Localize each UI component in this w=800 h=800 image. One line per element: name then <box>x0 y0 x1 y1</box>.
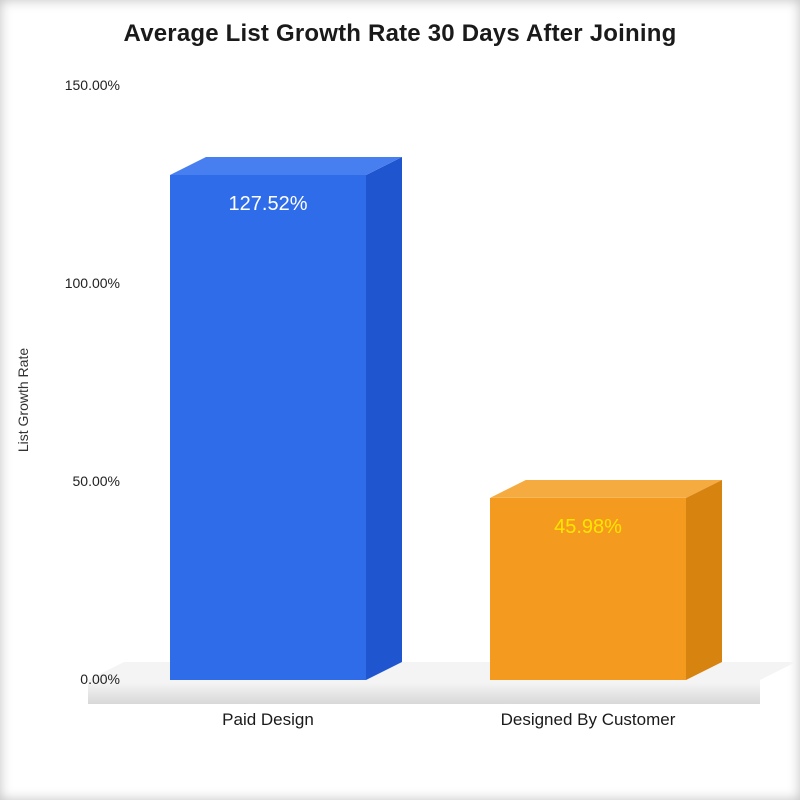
y-tick-label: 0.00% <box>40 671 120 687</box>
y-axis-label-wrap: List Growth Rate <box>8 0 38 800</box>
y-tick-label: 50.00% <box>40 473 120 489</box>
bar-front-face <box>170 175 366 680</box>
x-tick-label: Paid Design <box>140 710 396 730</box>
bar-side-face <box>686 480 722 680</box>
bar: 45.98% <box>490 0 722 800</box>
y-axis-label: List Growth Rate <box>15 348 31 452</box>
bar-value-label: 45.98% <box>490 516 686 539</box>
chart-frame: Average List Growth Rate 30 Days After J… <box>0 0 800 800</box>
y-tick-label: 100.00% <box>40 275 120 291</box>
y-tick-label: 150.00% <box>40 77 120 93</box>
x-tick-label: Designed By Customer <box>460 710 716 730</box>
bar: 127.52% <box>170 0 402 800</box>
bar-top-face <box>490 480 722 498</box>
bar-top-face <box>170 157 402 175</box>
bar-value-label: 127.52% <box>170 193 366 216</box>
bar-side-face <box>366 157 402 680</box>
